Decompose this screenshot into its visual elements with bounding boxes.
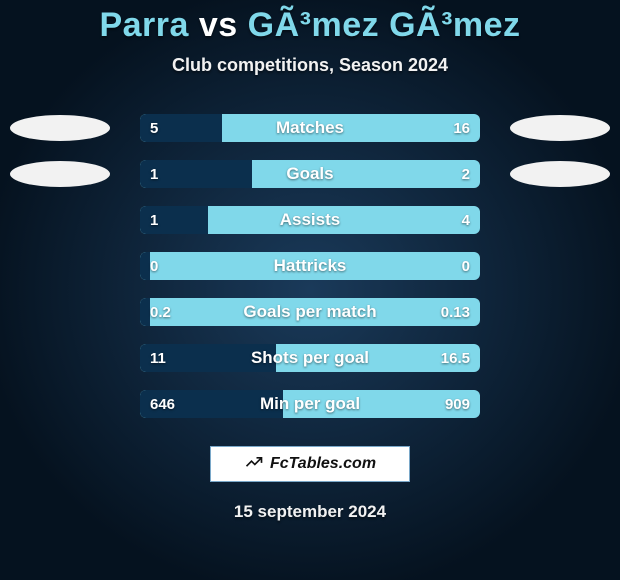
stat-row: 516Matches bbox=[0, 114, 620, 142]
title-part: Parra bbox=[99, 6, 188, 44]
stat-bar: 00Hattricks bbox=[140, 252, 480, 280]
stat-row: 646909Min per goal bbox=[0, 390, 620, 418]
source-badge[interactable]: FcTables.com bbox=[210, 446, 410, 482]
stat-bar: 646909Min per goal bbox=[140, 390, 480, 418]
stat-label: Goals per match bbox=[140, 298, 480, 326]
stat-bar: 14Assists bbox=[140, 206, 480, 234]
title-part: GÃ³mez GÃ³mez bbox=[248, 6, 521, 44]
date-text: 15 september 2024 bbox=[234, 502, 386, 522]
stat-bar: 0.20.13Goals per match bbox=[140, 298, 480, 326]
chart-icon bbox=[244, 452, 264, 477]
page-title: Parra vs GÃ³mez GÃ³mez bbox=[99, 6, 520, 45]
stat-bar: 516Matches bbox=[140, 114, 480, 142]
stat-label: Min per goal bbox=[140, 390, 480, 418]
stat-row: 0.20.13Goals per match bbox=[0, 298, 620, 326]
stat-bar: 12Goals bbox=[140, 160, 480, 188]
stat-row: 14Assists bbox=[0, 206, 620, 234]
stat-label: Matches bbox=[140, 114, 480, 142]
stat-label: Hattricks bbox=[140, 252, 480, 280]
stats-container: 516Matches 12Goals 14Assists 00Hattricks 0.2… bbox=[0, 114, 620, 418]
badge-text: FcTables.com bbox=[270, 455, 376, 473]
stat-label: Shots per goal bbox=[140, 344, 480, 372]
stat-label: Assists bbox=[140, 206, 480, 234]
stat-row: 12Goals bbox=[0, 160, 620, 188]
stat-label: Goals bbox=[140, 160, 480, 188]
content-root: Parra vs GÃ³mez GÃ³mez Club competitions… bbox=[0, 0, 620, 580]
team-marker-left bbox=[10, 115, 110, 141]
title-part: vs bbox=[189, 6, 248, 44]
team-marker-left bbox=[10, 161, 110, 187]
team-marker-right bbox=[510, 161, 610, 187]
stat-row: 00Hattricks bbox=[0, 252, 620, 280]
stat-row: 1116.5Shots per goal bbox=[0, 344, 620, 372]
stat-bar: 1116.5Shots per goal bbox=[140, 344, 480, 372]
subtitle: Club competitions, Season 2024 bbox=[172, 55, 448, 76]
team-marker-right bbox=[510, 115, 610, 141]
